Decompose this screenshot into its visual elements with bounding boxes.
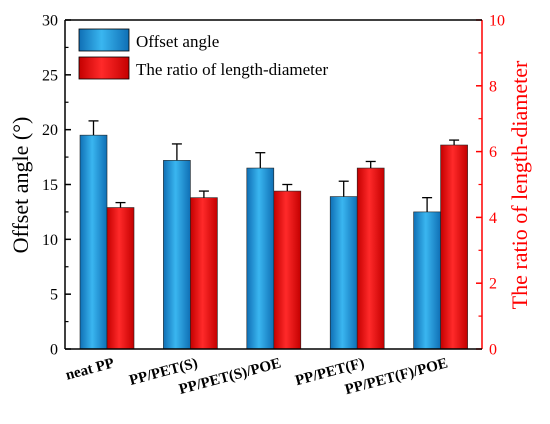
bar-offset-angle: [163, 160, 191, 350]
y-tick-label-right: 0: [489, 342, 497, 359]
legend-label-offset-angle: Offset angle: [136, 32, 219, 51]
bar-ratio: [190, 197, 218, 350]
legend-label-ratio: The ratio of length-diameter: [136, 60, 328, 79]
y-tick-label-right: 2: [489, 276, 497, 293]
y-tick-label-right: 8: [489, 78, 497, 95]
legend-swatch-offset-angle: [78, 28, 130, 52]
bar-offset-angle: [413, 211, 441, 350]
y-tick-label-right: 6: [489, 144, 497, 161]
bar-ratio: [106, 207, 135, 350]
y-tick-label-left: 20: [42, 122, 58, 139]
y-tick-label-left: 10: [42, 232, 58, 249]
y-tick-label-left: 5: [50, 287, 58, 304]
bar-ratio: [356, 167, 385, 350]
bar-offset-angle: [246, 167, 275, 350]
y-axis-label-left: Offset angle (°): [8, 117, 33, 254]
y-tick-label-right: 10: [489, 13, 505, 30]
bar-offset-angle: [79, 134, 108, 350]
y-tick-label-left: 15: [42, 177, 58, 194]
y-tick-label-right: 4: [489, 210, 497, 227]
y-axis-label-right: The ratio of length-diameter: [507, 60, 532, 309]
y-tick-label-left: 30: [42, 13, 58, 30]
y-tick-label-left: 25: [42, 67, 58, 84]
bar-ratio: [273, 190, 302, 350]
bar-offset-angle: [329, 196, 358, 350]
legend-swatch-ratio: [78, 56, 130, 80]
bar-ratio: [440, 144, 468, 350]
y-tick-label-left: 0: [50, 342, 58, 359]
x-tick-label: neat PP: [64, 355, 116, 383]
legend: Offset angle The ratio of length-diamete…: [78, 28, 328, 80]
